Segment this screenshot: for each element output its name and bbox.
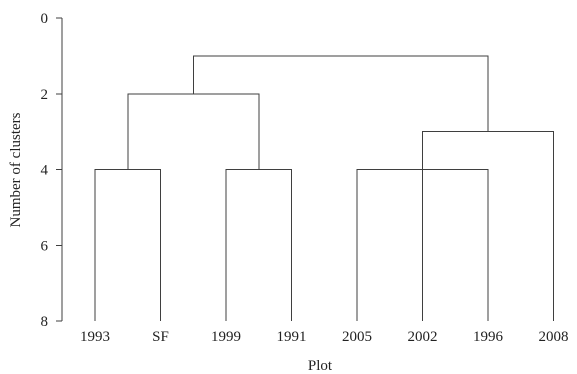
dendrogram-link — [127, 93, 260, 170]
y-tick-label: 4 — [41, 163, 49, 179]
y-tick-label: 8 — [41, 314, 49, 330]
y-tick-label: 2 — [41, 87, 49, 103]
x-tick-label: 1991 — [277, 329, 307, 345]
dendrogram-link — [192, 55, 489, 132]
x-axis-title: Plot — [308, 358, 333, 374]
x-tick-label: 1996 — [473, 329, 504, 345]
y-tick-label: 0 — [41, 11, 49, 27]
dendrogram-links — [94, 55, 554, 321]
x-tick-label: 1999 — [211, 329, 241, 345]
x-tick-label: 2005 — [342, 329, 372, 345]
dendrogram-link — [94, 169, 161, 321]
y-axis-title: Number of clusters — [8, 112, 24, 227]
labels-group: 1993 SF 1999 1991 2005 2002 1996 2008 — [80, 329, 569, 345]
dendrogram-link — [225, 169, 292, 321]
x-tick-label: 1993 — [80, 329, 110, 345]
x-tick-label: 2002 — [408, 329, 438, 345]
x-tick-label: SF — [152, 329, 169, 345]
x-tick-label: 2008 — [539, 329, 569, 345]
y-tick-label: 6 — [41, 238, 49, 254]
axis-group: 0 2 4 6 8 — [41, 11, 63, 330]
